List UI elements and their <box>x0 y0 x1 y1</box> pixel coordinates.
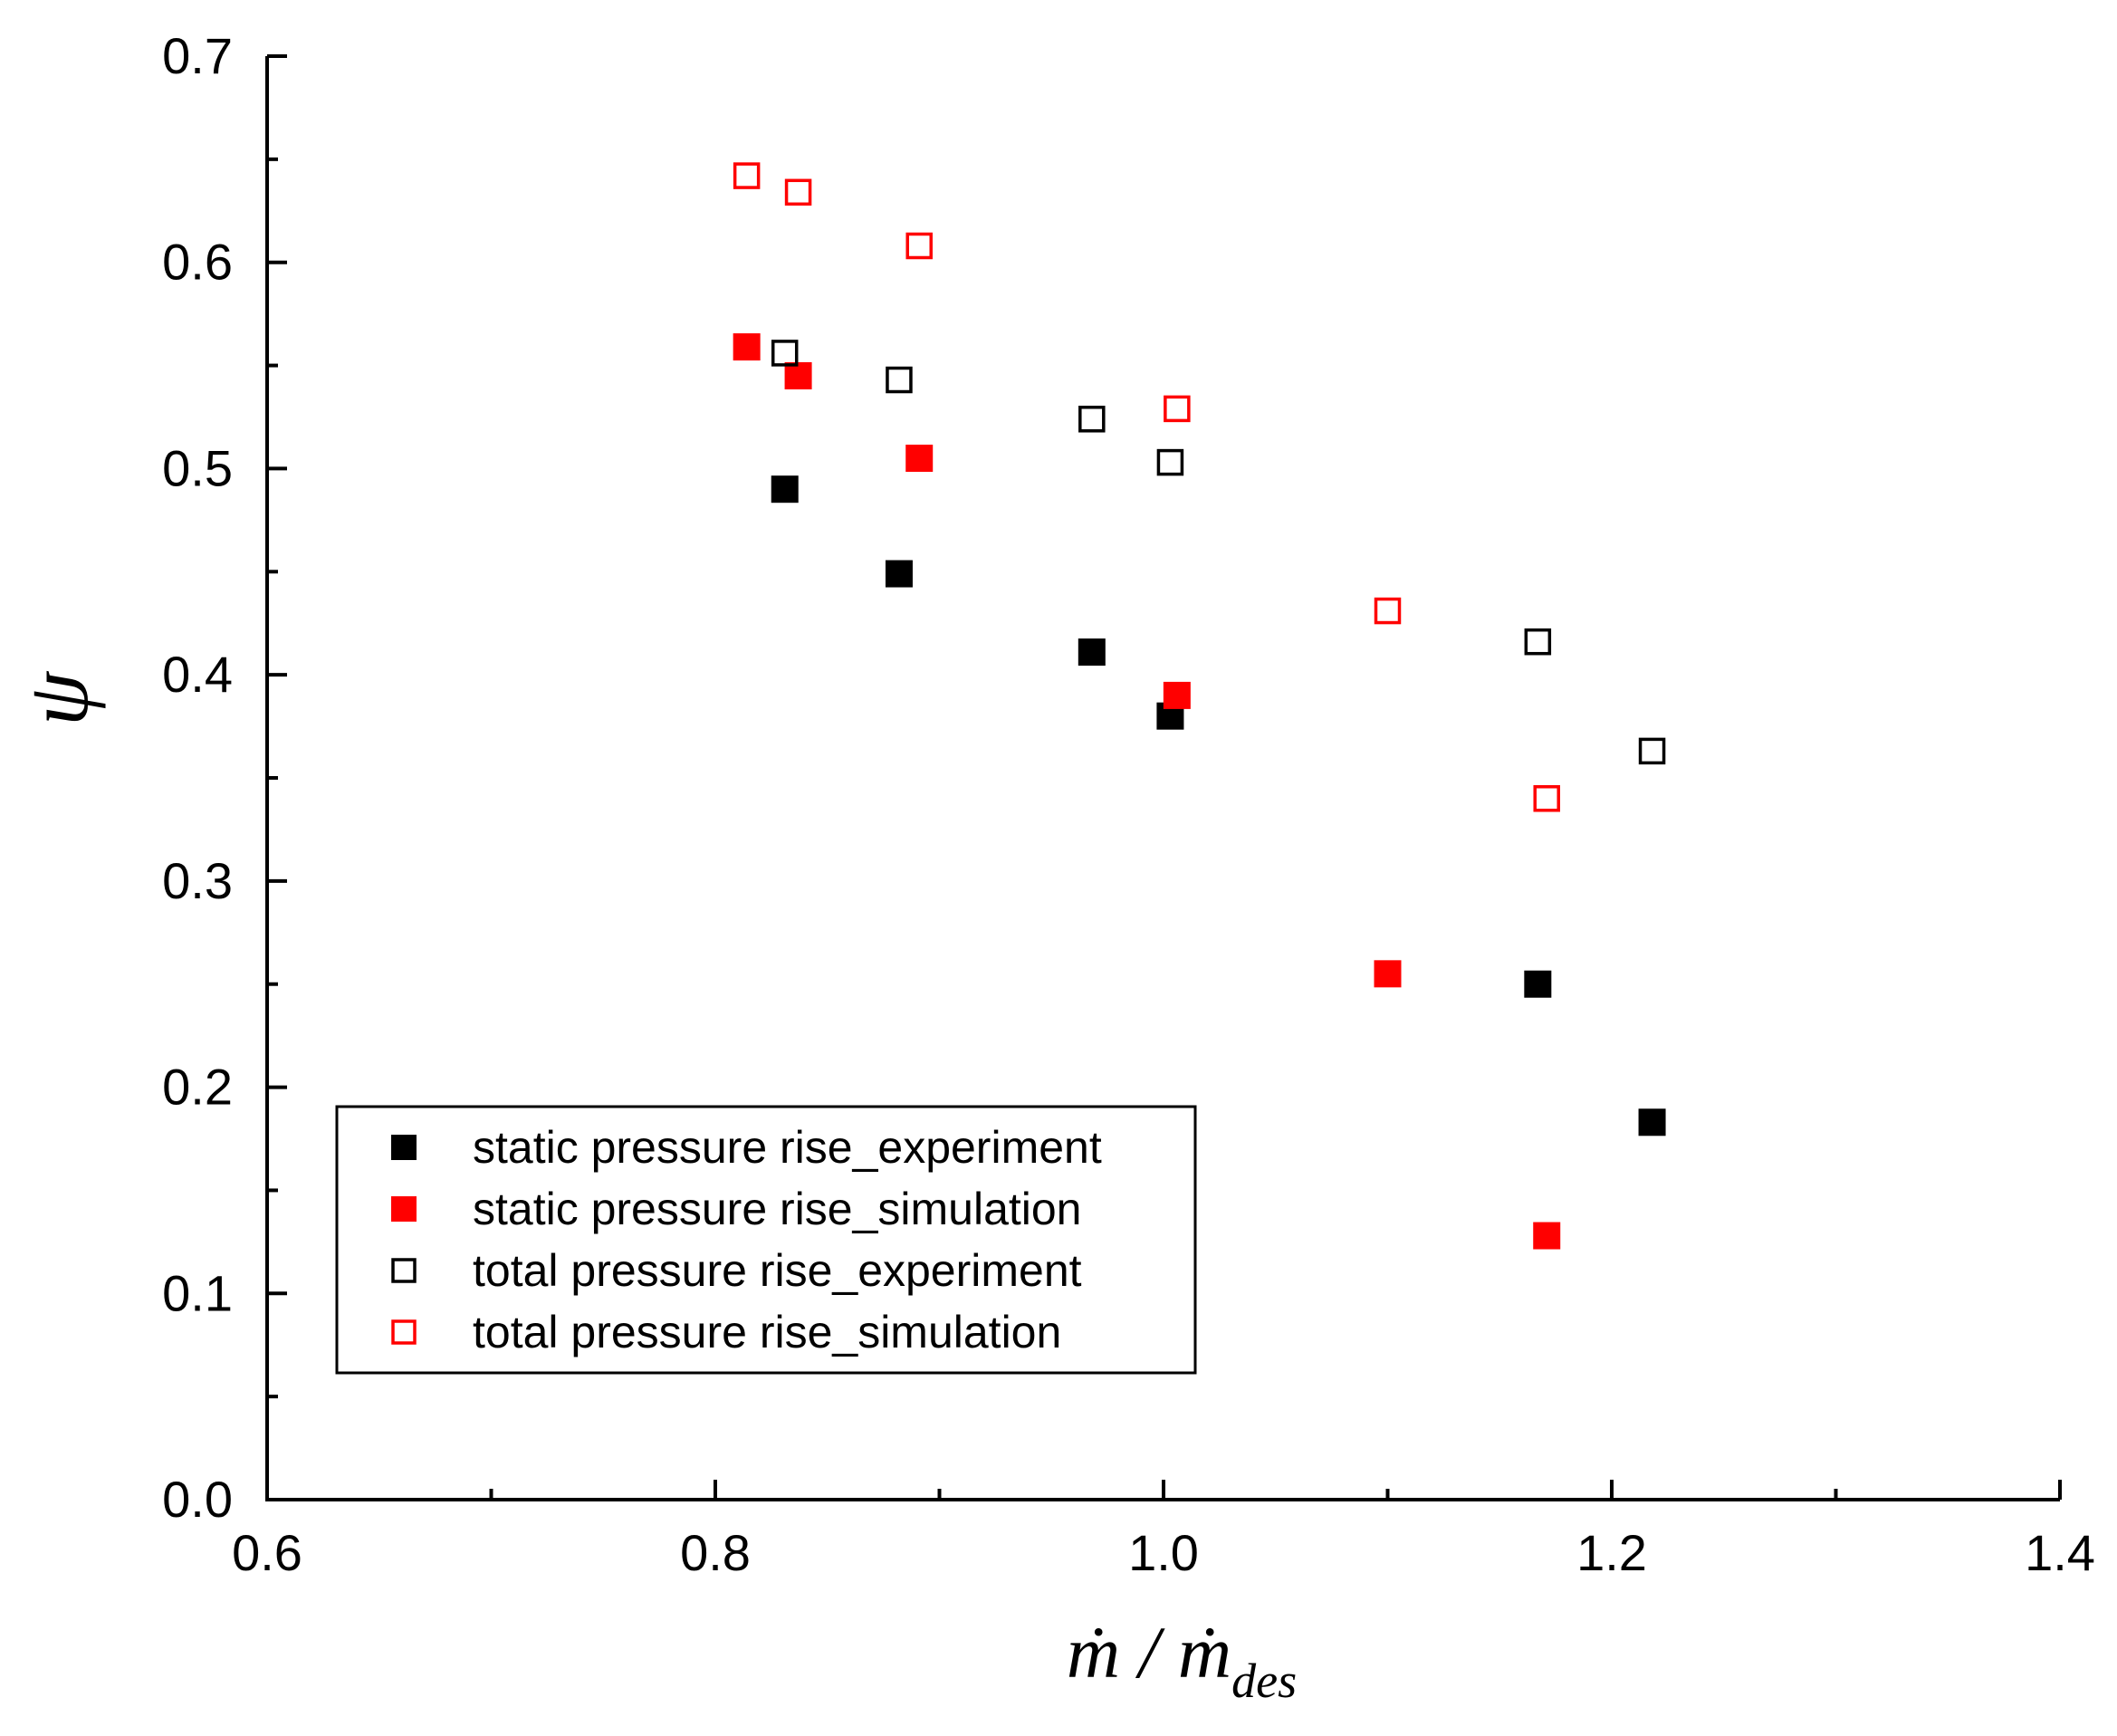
data-point-series-1 <box>1524 970 1552 998</box>
y-axis-title: ψ <box>9 671 106 726</box>
data-point-series-2 <box>1374 960 1402 988</box>
data-point-series-3 <box>1078 406 1106 433</box>
data-point-series-3 <box>1638 737 1666 765</box>
y-tick-label: 0.7 <box>162 27 233 84</box>
legend-marker <box>391 1196 417 1222</box>
legend-label: total pressure rise_simulation <box>473 1307 1061 1357</box>
data-point-series-4 <box>1533 785 1560 812</box>
data-point-series-4 <box>733 162 761 189</box>
x-axis-title-subscript: des <box>1231 1654 1297 1708</box>
data-marks <box>733 162 1666 1250</box>
y-tick-label: 0.4 <box>162 646 233 703</box>
x-tick-label: 1.4 <box>2025 1524 2095 1581</box>
data-point-series-2 <box>1163 681 1191 709</box>
legend-marker <box>391 1319 417 1345</box>
data-point-series-3 <box>771 340 799 367</box>
y-tick-label: 0.0 <box>162 1471 233 1528</box>
legend-marker <box>391 1258 417 1283</box>
legend-marker <box>391 1135 417 1160</box>
data-point-series-1 <box>1638 1108 1666 1137</box>
y-tick-label: 0.2 <box>162 1059 233 1116</box>
y-tick-label: 0.6 <box>162 234 233 291</box>
legend-label: static pressure rise_experiment <box>473 1122 1102 1173</box>
data-point-series-4 <box>1164 395 1191 423</box>
x-axis-title-main: ṁ / ṁ <box>1067 1611 1231 1693</box>
data-point-series-1 <box>885 560 913 588</box>
data-point-series-4 <box>905 232 933 260</box>
data-point-series-1 <box>1078 638 1106 667</box>
data-point-series-3 <box>1156 448 1184 476</box>
data-point-series-1 <box>771 475 799 504</box>
data-point-series-4 <box>1374 597 1402 625</box>
data-point-series-4 <box>784 178 812 206</box>
legend-box <box>335 1105 1197 1375</box>
x-axis-title: ṁ / ṁdes <box>1067 1611 1297 1708</box>
x-tick-label: 0.6 <box>232 1524 302 1581</box>
legend-label: static pressure rise_simulation <box>473 1184 1082 1234</box>
x-tick-label: 1.2 <box>1576 1524 1647 1581</box>
ticks: 0.0 0.1 0.2 0.3 0.4 0.5 0.6 0.7 0.6 0.8 1.0 1.2 1.4 <box>162 27 2095 1581</box>
axis-titles: ψ ṁ / ṁdes <box>9 671 1297 1708</box>
y-tick-label: 0.1 <box>162 1264 233 1321</box>
legend-label: total pressure rise_experiment <box>473 1245 1082 1296</box>
data-point-series-2 <box>905 445 934 473</box>
y-tick-label: 0.5 <box>162 439 233 496</box>
data-point-series-2 <box>784 361 812 389</box>
x-tick-label: 1.0 <box>1128 1524 1199 1581</box>
data-point-series-3 <box>1524 628 1552 656</box>
y-tick-label: 0.3 <box>162 852 233 909</box>
data-point-series-2 <box>733 333 761 361</box>
x-tick-label: 0.8 <box>680 1524 751 1581</box>
data-point-series-2 <box>1533 1222 1561 1250</box>
data-point-series-3 <box>886 366 913 394</box>
